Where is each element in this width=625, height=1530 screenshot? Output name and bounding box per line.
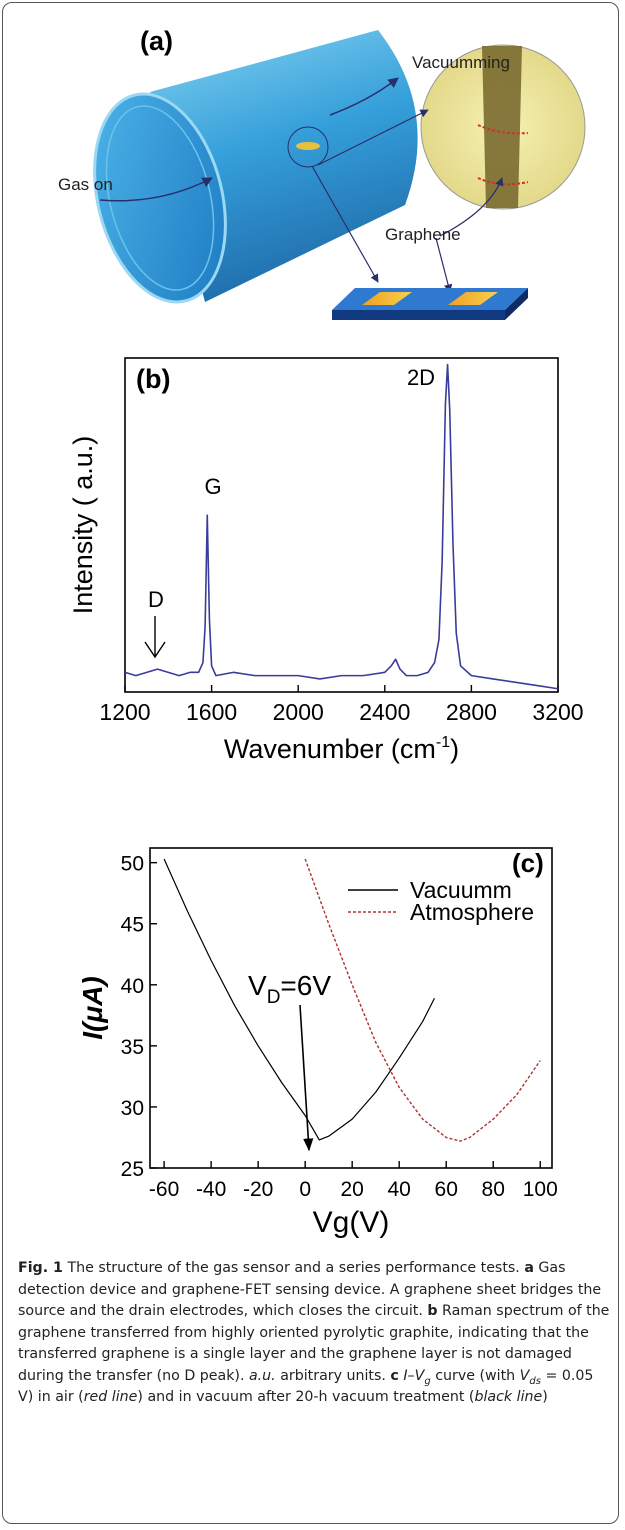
caption-text: – (407, 1367, 415, 1384)
diagram-label: Graphene (385, 225, 461, 244)
plot-frame (124, 357, 559, 693)
caption-text: Fig. 1 (18, 1260, 63, 1276)
x-tick-label: -60 (149, 1178, 179, 1201)
legend-label: Atmosphere (410, 899, 534, 925)
data-line (304, 858, 541, 1142)
x-tick-label: 2000 (273, 699, 324, 725)
panel-label: (a) (140, 26, 173, 56)
peak-label: 2D (407, 365, 435, 390)
caption-text: c (390, 1367, 399, 1384)
label-part: =6V (280, 970, 331, 1001)
diagram-label: Gas on (58, 175, 113, 194)
caption-text: g (424, 1375, 431, 1387)
caption-text: a (524, 1260, 534, 1276)
x-tick-label: -20 (243, 1178, 273, 1201)
caption-text: V (519, 1367, 530, 1384)
x-tick-label: 20 (340, 1178, 363, 1201)
caption-text: ds (529, 1375, 541, 1387)
label-part: -1 (436, 734, 450, 751)
caption-text: = 0.05 V) in air ( (18, 1367, 594, 1406)
caption-text: I (403, 1367, 408, 1384)
peak-label: D (148, 587, 164, 612)
y-tick-label: 50 (121, 853, 144, 876)
caption-text: ) and in vacuum after 20-h vacuum treatm… (137, 1389, 475, 1405)
caption-text: black line (474, 1389, 543, 1405)
legend-label: Vacuumm (410, 877, 512, 903)
label-part: Vg(V) (313, 1206, 390, 1239)
caption-text: The structure of the gas sensor and a se… (67, 1260, 520, 1276)
caption-text: red line (83, 1389, 138, 1405)
caption-text: a.u. (248, 1367, 276, 1384)
caption-text: ) (542, 1389, 548, 1405)
label-part: Wavenumber (cm (224, 734, 436, 764)
annotation: VD=6V (248, 970, 331, 1008)
caption-text: Raman spectrum of the graphene transferr… (18, 1303, 610, 1384)
x-axis-label: Wavenumber (cm-1) (224, 734, 459, 764)
panel-label: (b) (136, 364, 170, 394)
label-part: D (267, 987, 281, 1008)
y-tick-label: 40 (121, 975, 144, 998)
y-tick-label: 25 (121, 1158, 144, 1181)
y-tick-label: 45 (121, 914, 144, 937)
plot-frame (149, 847, 553, 1169)
caption: Fig. 1 The structure of the gas sensor a… (18, 1258, 610, 1409)
y-tick-label: 30 (121, 1097, 144, 1120)
figure: (a) Vacuumming Gas on Graphene 1200 1600 2… (58, 26, 586, 1239)
y-tick-label: 35 (121, 1036, 144, 1059)
x-tick-label: 2800 (446, 699, 497, 725)
x-tick-label: -40 (196, 1178, 226, 1201)
panel-label: (c) (512, 848, 544, 878)
x-tick-label: 1200 (99, 699, 150, 725)
caption-text: b (427, 1303, 438, 1319)
data-line (163, 858, 435, 1141)
x-tick-label: 1600 (186, 699, 237, 725)
label-part: V (248, 970, 267, 1001)
caption-text: curve (with (435, 1367, 516, 1384)
x-tick-label: 0 (299, 1178, 311, 1201)
x-tick-label: 100 (523, 1178, 558, 1201)
diagram-label: Vacuumming (412, 53, 510, 72)
x-tick-label: 2400 (359, 699, 410, 725)
x-axis-label: Vg(V) (313, 1206, 390, 1239)
label-part: ) (450, 734, 459, 764)
illustration (93, 30, 586, 320)
x-tick-label: 3200 (532, 699, 583, 725)
data-line (124, 363, 559, 690)
x-tick-label: 40 (388, 1178, 411, 1201)
annotation-arrow (144, 641, 166, 659)
peak-label: G (204, 474, 221, 499)
y-axis-label: Intensity ( a.u.) (68, 436, 98, 615)
caption-text: Gas detection device and graphene-FET se… (18, 1260, 602, 1319)
x-tick-label: 60 (435, 1178, 458, 1201)
y-axis-label: I(μA) (77, 976, 108, 1040)
caption-text: V (414, 1367, 425, 1384)
x-tick-label: 80 (482, 1178, 505, 1201)
annotation-arrow (299, 1004, 314, 1152)
caption-text: arbitrary units. (280, 1367, 386, 1384)
